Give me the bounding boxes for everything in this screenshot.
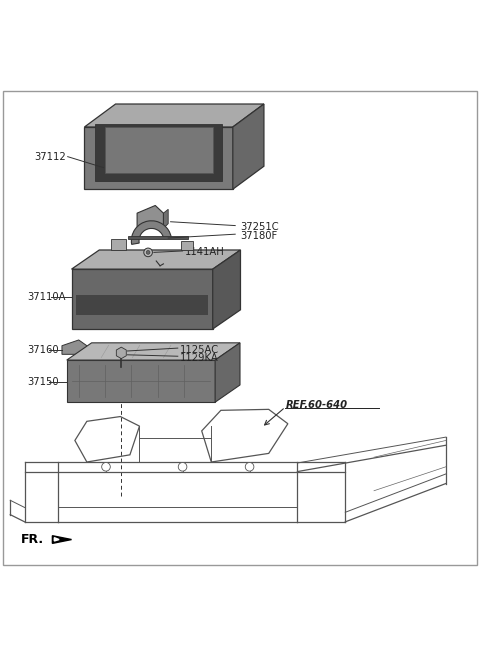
Polygon shape — [54, 538, 59, 541]
Polygon shape — [180, 241, 192, 250]
Circle shape — [146, 251, 150, 255]
Text: 37160: 37160 — [27, 344, 59, 354]
Polygon shape — [213, 250, 240, 329]
Text: 1141AH: 1141AH — [185, 247, 225, 257]
Polygon shape — [105, 127, 213, 173]
Polygon shape — [62, 340, 87, 354]
Polygon shape — [233, 104, 264, 189]
Polygon shape — [95, 124, 222, 180]
Text: 1125AC: 1125AC — [180, 344, 219, 354]
Wedge shape — [132, 221, 171, 245]
Polygon shape — [72, 269, 213, 329]
Circle shape — [245, 462, 254, 471]
Polygon shape — [84, 104, 264, 127]
Polygon shape — [76, 295, 208, 315]
Circle shape — [144, 248, 153, 256]
Polygon shape — [72, 250, 240, 269]
Polygon shape — [116, 347, 126, 359]
Circle shape — [102, 462, 110, 471]
Text: REF.60-640: REF.60-640 — [286, 400, 348, 409]
Polygon shape — [163, 209, 168, 228]
Polygon shape — [67, 343, 240, 360]
Polygon shape — [52, 536, 72, 543]
Text: FR.: FR. — [21, 533, 44, 546]
Polygon shape — [128, 236, 188, 239]
Polygon shape — [137, 205, 163, 228]
Polygon shape — [111, 239, 126, 250]
Polygon shape — [84, 127, 233, 189]
Circle shape — [178, 462, 187, 471]
Text: 37251C: 37251C — [240, 222, 278, 232]
Text: 37112: 37112 — [34, 152, 66, 161]
Text: 37110A: 37110A — [27, 292, 65, 302]
Polygon shape — [67, 360, 215, 402]
Text: 1129KA: 1129KA — [180, 353, 219, 363]
Polygon shape — [215, 343, 240, 402]
Text: 37150: 37150 — [27, 377, 59, 386]
Text: 37180F: 37180F — [240, 231, 277, 241]
